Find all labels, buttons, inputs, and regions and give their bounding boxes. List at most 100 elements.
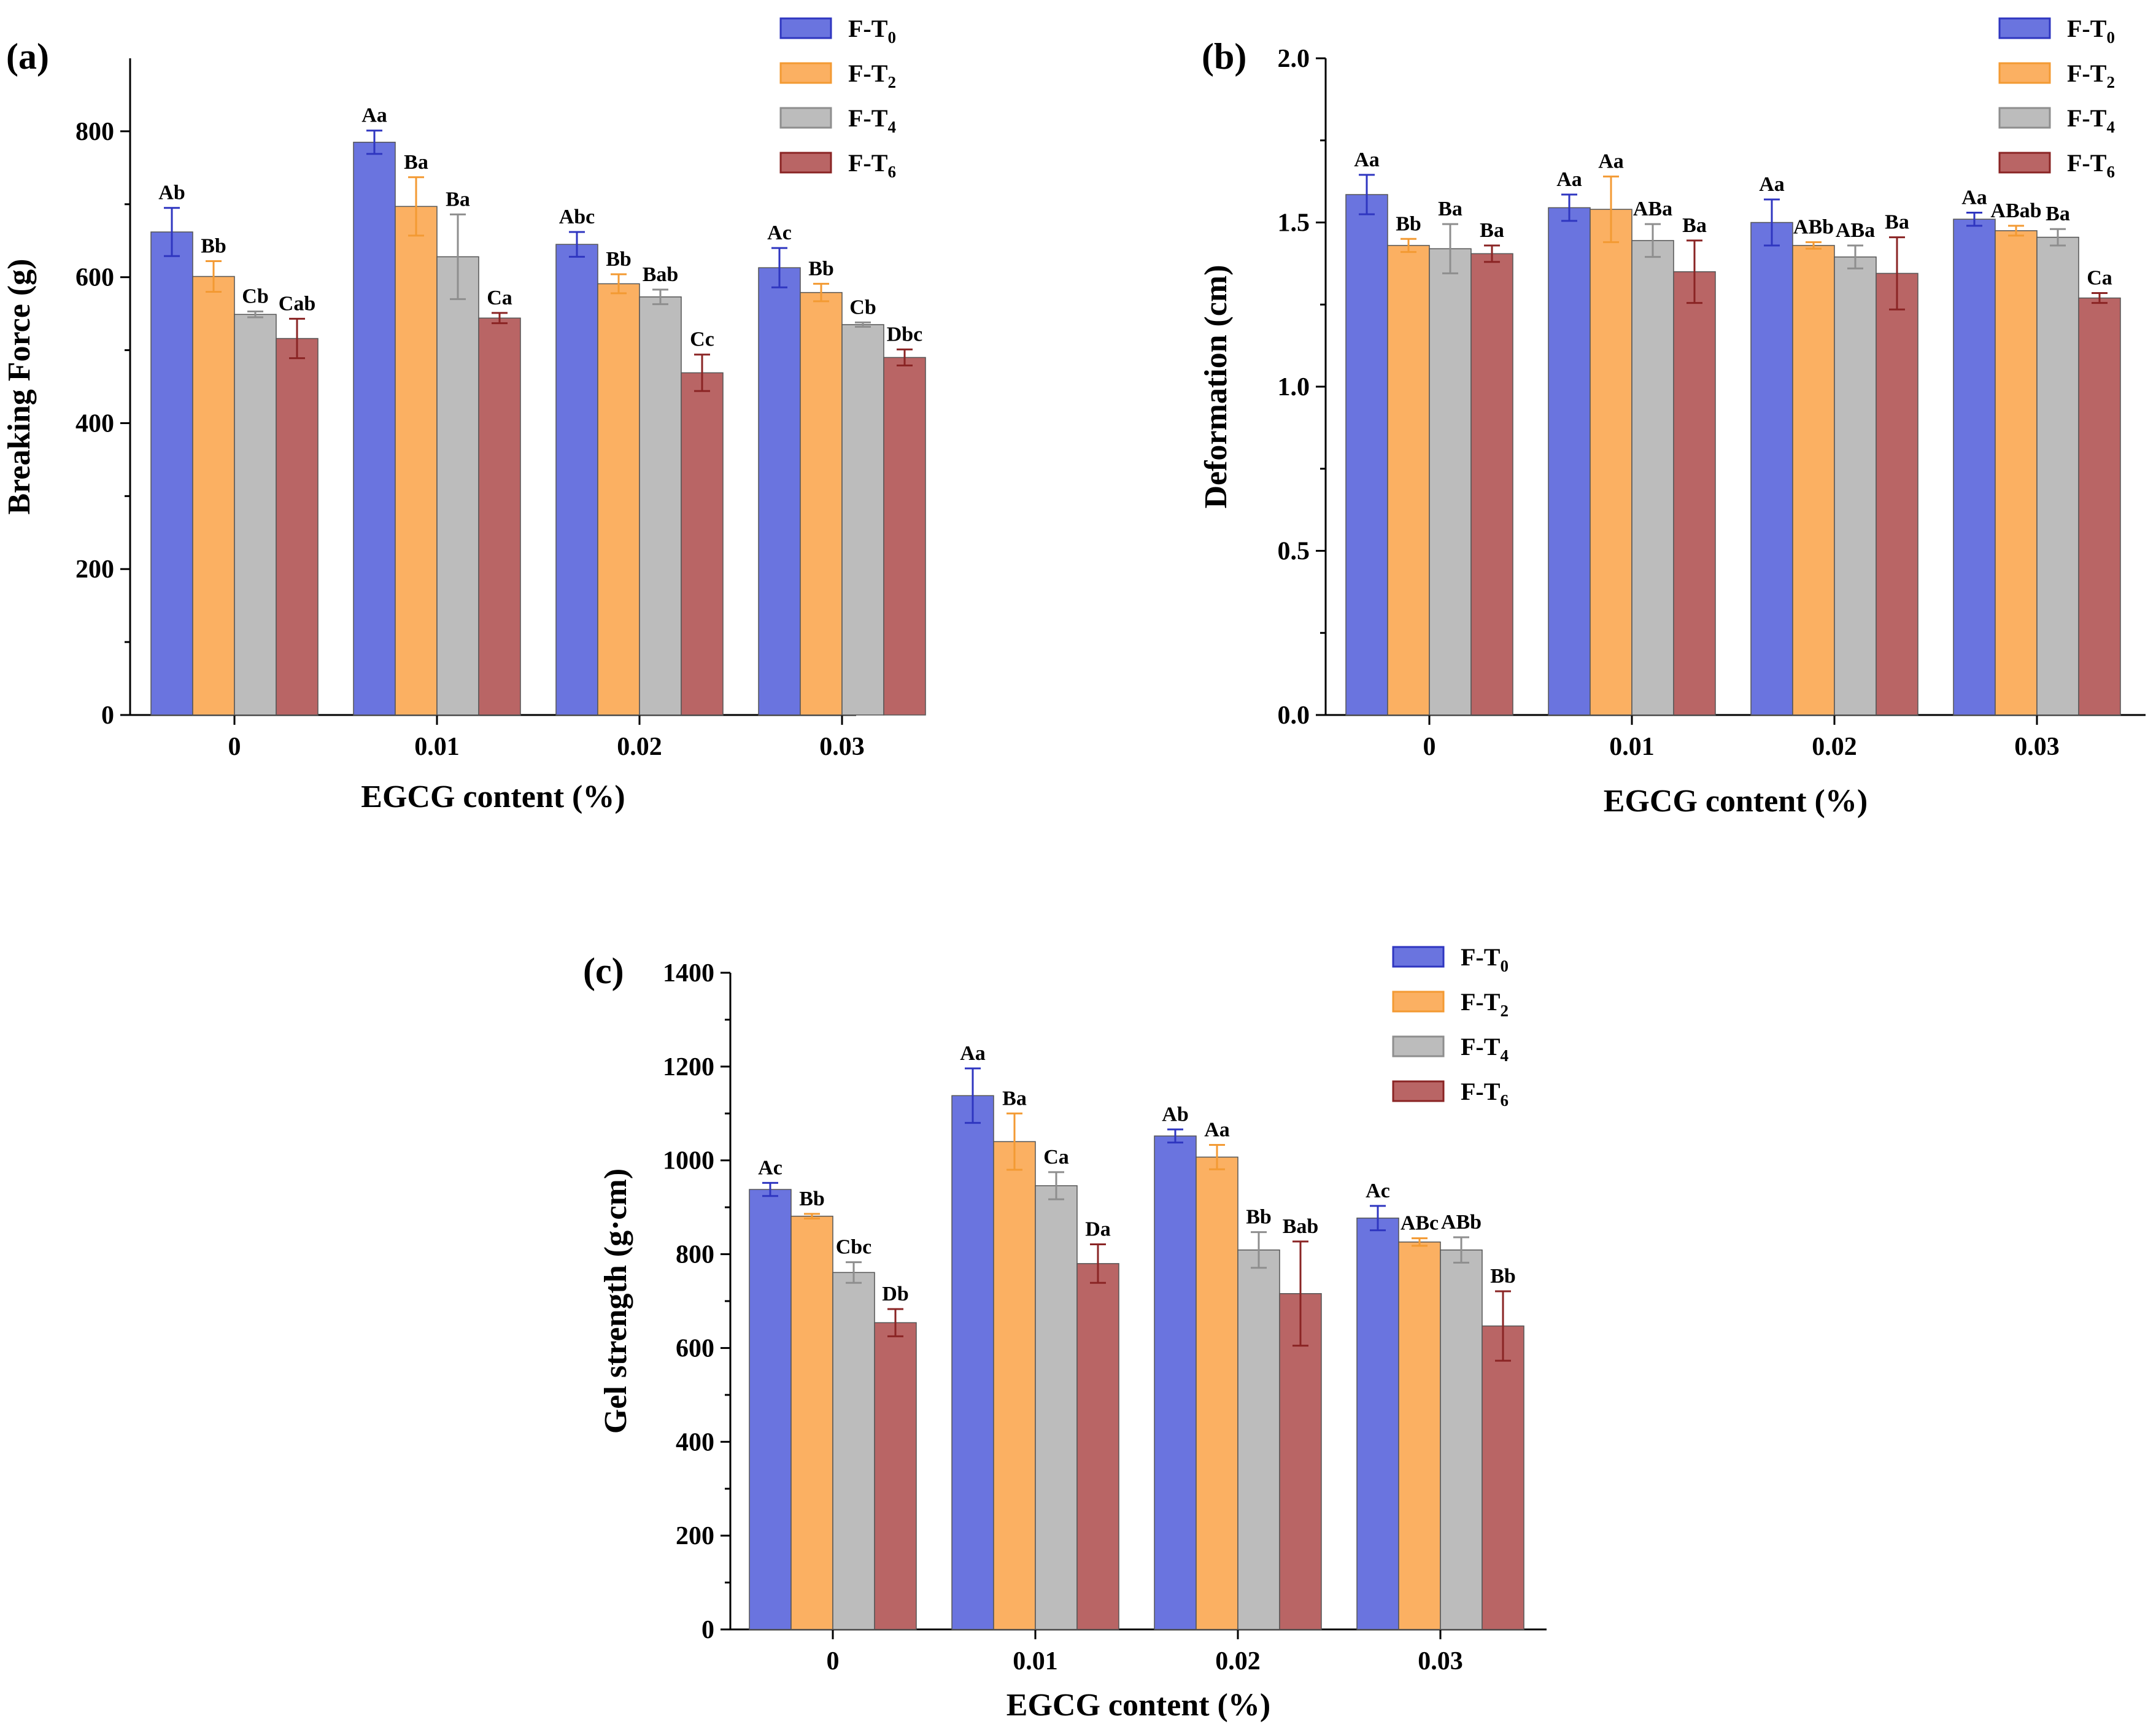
significance-label: Cab	[279, 292, 315, 315]
significance-label: Bb	[1246, 1206, 1272, 1229]
x-tick-label: 0.01	[1609, 733, 1655, 761]
bar	[1387, 245, 1430, 716]
bar	[639, 296, 682, 716]
significance-label: Aa	[960, 1042, 986, 1065]
bar	[150, 231, 193, 716]
legend-label: F-T4	[1461, 1033, 1509, 1065]
bar	[1429, 248, 1472, 716]
x-axis-title: EGCG content (%)	[1007, 1688, 1270, 1723]
legend-swatch	[779, 152, 832, 174]
bar	[749, 1189, 792, 1630]
significance-label: ABb	[1441, 1211, 1482, 1234]
y-tick-label: 2.0	[1278, 45, 1310, 73]
bar	[758, 267, 801, 716]
bar	[800, 292, 843, 716]
legend-label: F-T2	[2067, 60, 2115, 91]
bar	[1398, 1241, 1441, 1630]
legend-label: F-T6	[848, 149, 896, 181]
bar	[1279, 1293, 1322, 1630]
bar	[2078, 297, 2121, 716]
bar	[1482, 1325, 1524, 1630]
panel-b: 0.0 0.5 1.0 1.5 2.0 0 Aa Bb Ba Ba 0.01 Aa Aa ABa Ba 0.0…	[1199, 15, 2146, 819]
bar	[1470, 253, 1513, 716]
significance-label: Aa	[1354, 149, 1380, 171]
x-tick-label: 0.02	[1215, 1647, 1261, 1675]
y-axis-title: Gel strength (g·cm)	[598, 1169, 633, 1434]
y-tick-label: 1.0	[1278, 373, 1310, 401]
bar	[681, 372, 724, 716]
significance-label: Ba	[1480, 219, 1504, 242]
significance-label: Abc	[559, 206, 595, 228]
bar	[951, 1095, 994, 1630]
y-tick-label: 1000	[663, 1147, 714, 1175]
significance-label: Ca	[2087, 267, 2112, 290]
x-tick-label: 0.03	[819, 733, 865, 761]
significance-label: Ba	[404, 151, 428, 174]
legend-label: F-T4	[848, 104, 896, 136]
legend-swatch	[1998, 152, 2051, 174]
legend-label: F-T6	[2067, 149, 2115, 181]
y-tick-label: 0	[101, 701, 114, 730]
significance-label: Bb	[1490, 1265, 1516, 1288]
bar	[993, 1141, 1036, 1630]
significance-label: Bb	[808, 257, 834, 280]
significance-label: Ba	[446, 188, 470, 211]
bar	[1834, 256, 1877, 716]
significance-label: Cb	[242, 285, 268, 308]
legend-swatch	[1392, 1035, 1445, 1057]
y-tick-label: 800	[676, 1241, 714, 1269]
legend-swatch	[1998, 17, 2051, 39]
y-tick-label: 200	[676, 1522, 714, 1550]
significance-label: Aa	[1556, 168, 1582, 191]
bar	[1076, 1263, 1119, 1630]
y-tick-label: 600	[676, 1334, 714, 1362]
legend-label: F-T4	[2067, 104, 2115, 136]
bar	[436, 256, 479, 716]
significance-label: Bab	[1283, 1215, 1319, 1238]
bar	[1953, 218, 1996, 716]
bar	[1356, 1217, 1399, 1630]
bar	[597, 283, 640, 716]
bar	[555, 244, 598, 716]
significance-label: Ac	[1366, 1180, 1390, 1202]
y-tick-label: 1200	[663, 1053, 714, 1081]
y-tick-label: 400	[75, 409, 114, 438]
significance-label: Ca	[487, 287, 512, 309]
panel-a: 0 200 400 600 800 0 Ab Bb Cb Cab 0.01 Aa Ba Ba Ca 0.02 A…	[2, 15, 926, 814]
legend-swatch	[1392, 991, 1445, 1013]
y-tick-label: 1400	[663, 959, 714, 987]
legend-swatch	[1998, 107, 2051, 129]
bar	[1196, 1156, 1238, 1630]
bar	[883, 357, 926, 716]
panel-c: 0 200 400 600 800 1000 1200 1400 0 Ac Bb Cbc Db 0.01 A…	[583, 943, 1547, 1723]
y-tick-label: 800	[75, 118, 114, 146]
significance-label: Bb	[606, 248, 632, 271]
significance-label: Bab	[643, 263, 679, 286]
significance-label: Bb	[799, 1188, 825, 1210]
significance-label: Ab	[1162, 1103, 1188, 1126]
x-tick-label: 0.02	[617, 733, 662, 761]
bar	[874, 1322, 917, 1630]
significance-label: Aa	[1204, 1118, 1230, 1141]
x-tick-label: 0.01	[1013, 1647, 1058, 1675]
significance-label: Db	[882, 1283, 908, 1305]
significance-label: Aa	[1961, 186, 1987, 209]
bar	[1750, 222, 1793, 716]
x-axis-title: EGCG content (%)	[1604, 784, 1868, 819]
x-tick-label: 0.03	[1418, 1647, 1463, 1675]
significance-label: ABab	[1990, 199, 2041, 222]
significance-label: ABa	[1836, 219, 1875, 242]
significance-label: ABa	[1633, 198, 1672, 220]
bar	[1345, 194, 1388, 716]
y-tick-label: 600	[75, 264, 114, 292]
significance-label: Cb	[849, 296, 876, 319]
legend-label: F-T0	[848, 15, 896, 47]
legend-swatch	[779, 17, 832, 39]
y-tick-label: 200	[75, 555, 114, 584]
significance-label: Aa	[361, 104, 387, 127]
significance-label: Bb	[201, 235, 226, 258]
bar	[1631, 240, 1674, 716]
legend-swatch	[1392, 1080, 1445, 1102]
bar	[1876, 272, 1918, 716]
significance-label: Ba	[1002, 1087, 1027, 1110]
